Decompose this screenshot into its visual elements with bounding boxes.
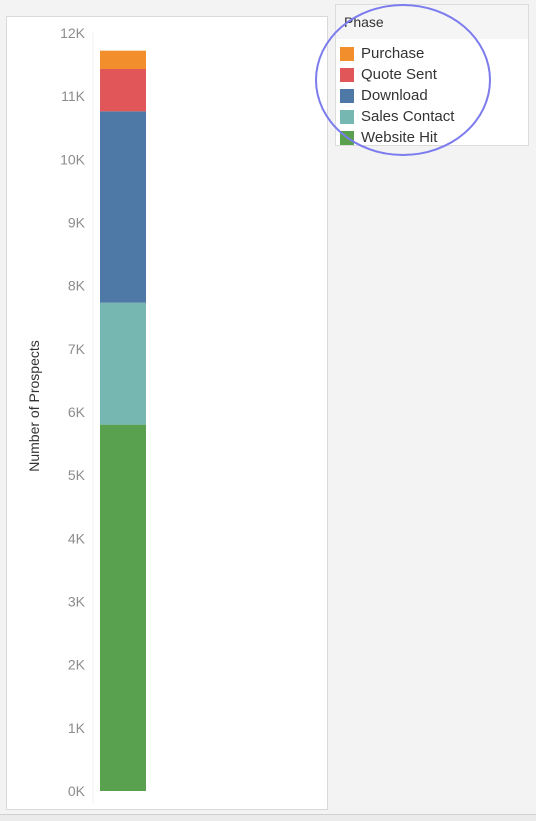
y-tick-label: 3K: [68, 594, 86, 610]
y-tick-label: 0K: [68, 783, 86, 799]
legend-label: Sales Contact: [361, 108, 455, 125]
y-tick-label: 2K: [68, 657, 86, 673]
legend-item[interactable]: Download: [336, 85, 528, 106]
legend-label: Website Hit: [361, 129, 438, 146]
legend-items: Purchase Quote Sent Download Sales Contact W…: [336, 39, 528, 148]
bar-segment-quote-sent[interactable]: [100, 69, 146, 112]
bottom-scrollbar-strip: [0, 814, 536, 821]
legend-item[interactable]: Quote Sent: [336, 64, 528, 85]
y-tick-label: 8K: [68, 278, 86, 294]
legend-label: Quote Sent: [361, 66, 437, 83]
y-tick-label: 9K: [68, 215, 86, 231]
legend-panel: Phase Purchase Quote Sent Download Sales Co…: [335, 4, 529, 146]
y-tick-label: 4K: [68, 530, 86, 546]
bar-segment-sales-contact[interactable]: [100, 302, 146, 425]
legend-item[interactable]: Website Hit: [336, 127, 528, 148]
chart-panel: 0K 1K 2K 3K 4K 5K 6K 7K 8K 9K 10K 11K 12K Number of P…: [6, 16, 328, 810]
legend-swatch: [340, 130, 354, 145]
bar-segment-website-hit[interactable]: [100, 424, 146, 791]
legend-swatch: [340, 67, 354, 82]
y-tick-label: 6K: [68, 404, 86, 420]
y-tick-label: 10K: [60, 151, 86, 167]
legend-swatch: [340, 109, 354, 124]
legend-item[interactable]: Sales Contact: [336, 106, 528, 127]
legend-label: Purchase: [361, 45, 425, 62]
bar-segment-download[interactable]: [100, 111, 146, 303]
y-tick-label: 7K: [68, 341, 86, 357]
legend-swatch: [340, 46, 354, 61]
legend-item[interactable]: Purchase: [336, 43, 528, 64]
y-tick-label: 5K: [68, 467, 86, 483]
bar-segment-purchase[interactable]: [100, 50, 146, 70]
legend-swatch: [340, 88, 354, 103]
stacked-bar-chart: 0K 1K 2K 3K 4K 5K 6K 7K 8K 9K 10K 11K 12K Number of P…: [26, 25, 146, 803]
y-tick-label: 12K: [60, 25, 86, 41]
y-axis-title: Number of Prospects: [26, 340, 42, 472]
y-tick-label: 1K: [68, 720, 86, 736]
legend-title: Phase: [336, 5, 528, 39]
y-tick-label: 11K: [61, 88, 86, 104]
legend-label: Download: [361, 87, 428, 104]
